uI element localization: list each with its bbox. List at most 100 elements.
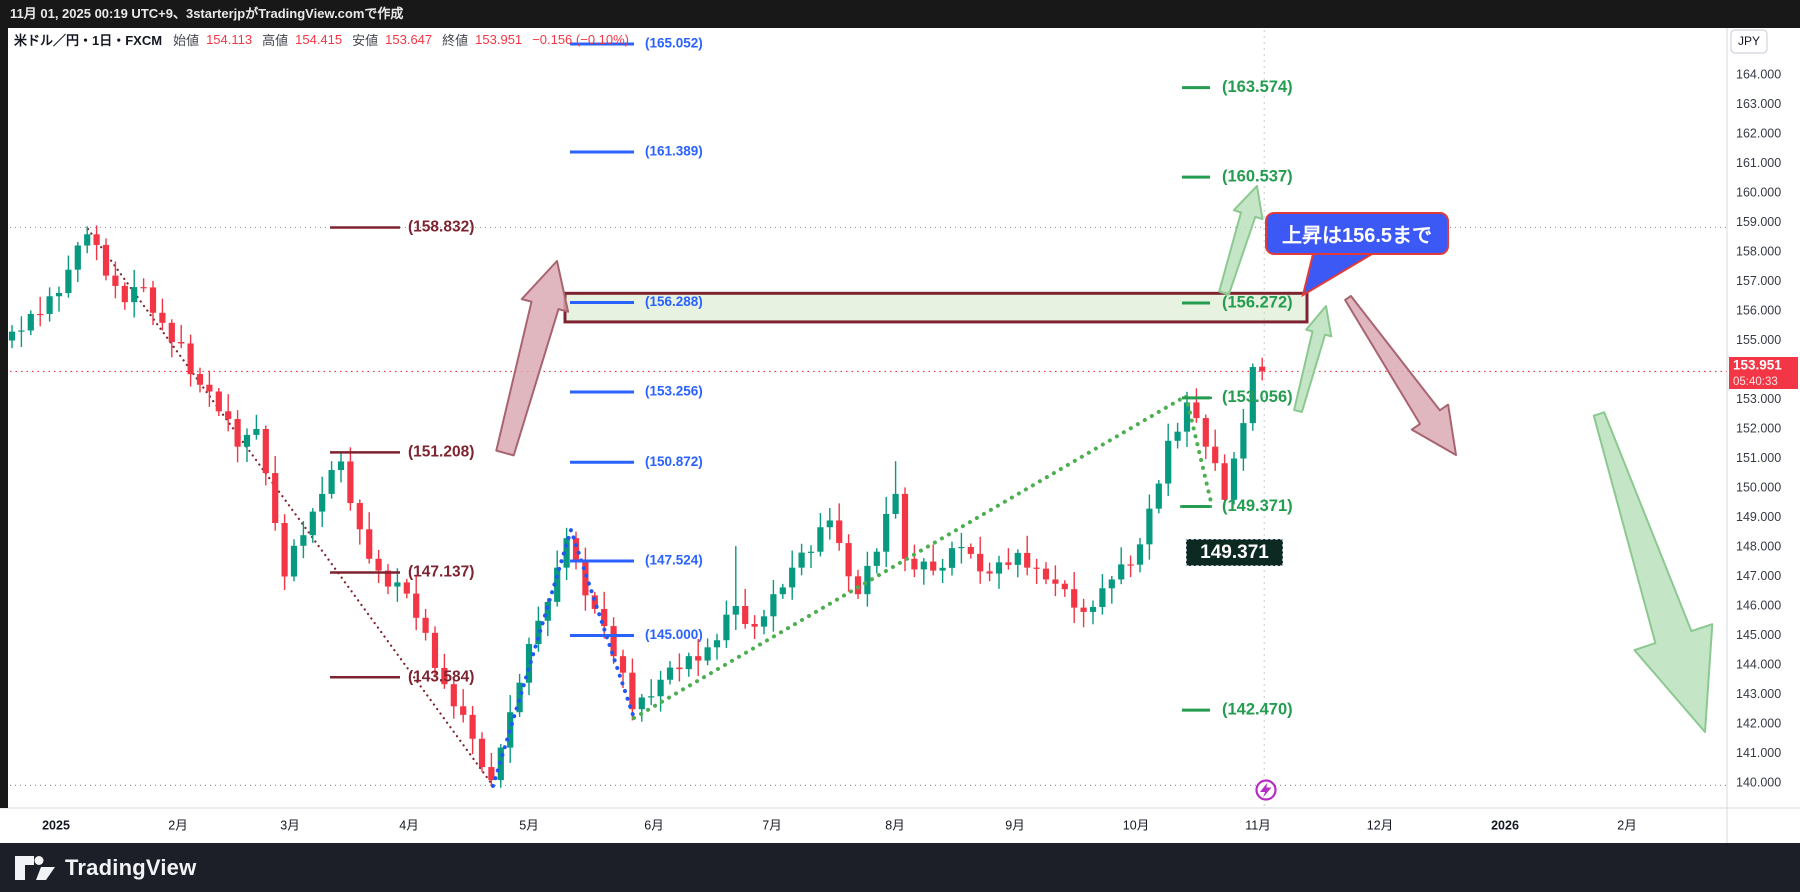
price-tick: 149.000 [1736, 510, 1781, 524]
candle-body [751, 623, 758, 627]
candle-body [1212, 446, 1219, 464]
price-tick: 150.000 [1736, 480, 1781, 494]
maroon-zigzag-line[interactable] [86, 227, 493, 785]
price-tick: 147.000 [1736, 569, 1781, 583]
candle-body [525, 644, 533, 683]
bar-countdown: 05:40:33 [1733, 376, 1778, 388]
candle-body [168, 322, 175, 342]
currency-button-label: JPY [1738, 34, 1760, 48]
blue-level-line[interactable]: (156.288) [570, 294, 703, 309]
candle-body [601, 608, 608, 627]
candle-body [84, 234, 91, 246]
candle-body [1118, 564, 1125, 580]
left-frame-strip [0, 28, 8, 808]
candle-body [384, 570, 392, 587]
callout-note[interactable]: 上昇は156.5まで [1265, 212, 1449, 255]
candle-body [901, 493, 909, 559]
maroon-level-line[interactable]: (151.208) [330, 443, 474, 460]
candle-body [704, 647, 711, 661]
callout-tail [1301, 253, 1376, 298]
candle-body [892, 493, 899, 514]
candle-body [290, 545, 298, 577]
maroon-level-line[interactable]: (147.137) [330, 564, 474, 581]
candle-body [610, 626, 617, 657]
open-label: 始値 [173, 33, 200, 48]
green-level-line[interactable]: (160.537) [1182, 168, 1293, 186]
green-up-arrow-small[interactable] [1293, 305, 1333, 413]
pink-down-arrow[interactable] [1344, 295, 1457, 456]
currency-button[interactable]: JPY [1730, 29, 1768, 54]
time-tick: 2月 [168, 818, 187, 832]
candle-body [911, 558, 918, 570]
time-tick: 5月 [519, 818, 538, 832]
candle-body [1146, 508, 1153, 545]
blue-level-line[interactable]: (161.389) [570, 144, 703, 159]
price-tick: 160.000 [1736, 185, 1781, 199]
candle-body [140, 287, 147, 289]
blue-level-line[interactable]: (165.052) [570, 36, 703, 51]
price-tick: 156.000 [1736, 303, 1781, 317]
candle-body [986, 571, 993, 574]
green-level-line[interactable]: (142.470) [1182, 700, 1293, 718]
candle-body [1005, 562, 1012, 565]
go-to-realtime-icon[interactable] [1255, 779, 1277, 801]
candle-body [619, 656, 627, 673]
candle-body [225, 411, 232, 419]
price-tick: 144.000 [1736, 657, 1781, 671]
candle-body [347, 461, 354, 504]
candle-body [1183, 402, 1191, 432]
tradingview-logo-icon [15, 855, 55, 880]
price-tick: 163.000 [1736, 97, 1781, 111]
blue-level-label: (145.000) [645, 627, 703, 642]
supply-zone-box[interactable] [563, 291, 1309, 324]
maroon-level-label: (147.137) [408, 564, 474, 581]
pink-up-arrow[interactable] [495, 260, 570, 457]
green-dotted-path[interactable] [632, 392, 1213, 720]
blue-dotted-path[interactable] [491, 523, 636, 788]
maroon-level-line[interactable]: (158.832) [330, 219, 474, 236]
candle-body [1240, 423, 1247, 459]
candle-body [478, 738, 486, 768]
blue-level-line[interactable]: (153.256) [570, 384, 703, 399]
candle-body [572, 538, 580, 562]
candle-body [1221, 463, 1228, 500]
candle-body [1165, 440, 1172, 484]
green-level-line[interactable]: (156.272) [1182, 293, 1293, 311]
currency-button-box[interactable] [1730, 29, 1768, 54]
time-tick: 2025 [42, 818, 70, 832]
green-level-line[interactable]: (163.574) [1182, 78, 1293, 96]
candle-body [676, 667, 683, 670]
candle-body [648, 696, 655, 698]
candle-body [300, 535, 307, 546]
green-level-label: (142.470) [1222, 700, 1293, 718]
price-tag-149371[interactable]: 149.371 [1186, 539, 1283, 566]
price-tick: 155.000 [1736, 333, 1781, 347]
price-tick: 157.000 [1736, 274, 1781, 288]
blue-level-line[interactable]: (150.872) [570, 454, 703, 469]
symbol-title[interactable]: 米ドル／円・1日・FXCM [14, 33, 163, 48]
price-axis-bg[interactable] [1727, 28, 1800, 843]
candle-body [328, 470, 335, 494]
symbol-legend[interactable]: 米ドル／円・1日・FXCM 始値 154.113 高値 154.415 安値 1… [14, 30, 629, 49]
candle-body [1061, 583, 1068, 590]
low-value: 153.647 [385, 32, 433, 47]
candle-body [591, 595, 598, 609]
change-value: −0.156 (−0.10%) [532, 32, 630, 47]
time-tick: 8月 [885, 818, 904, 832]
blue-level-line[interactable]: (147.524) [570, 553, 703, 568]
candle-body [187, 343, 194, 375]
green-up-arrow-mid[interactable] [1218, 185, 1264, 296]
candle-body [939, 567, 946, 571]
candle-body [1024, 552, 1031, 568]
candle-body [121, 285, 128, 303]
big-green-down-arrow[interactable] [1592, 411, 1714, 733]
candle-body [948, 548, 956, 568]
blue-level-line[interactable]: (145.000) [570, 627, 703, 642]
candle-body [864, 565, 871, 595]
candle-body [995, 562, 1003, 574]
maroon-level-line[interactable]: (143.584) [330, 668, 474, 685]
candle-body [554, 567, 561, 602]
candle-body [46, 296, 53, 314]
candle-body [281, 523, 288, 577]
